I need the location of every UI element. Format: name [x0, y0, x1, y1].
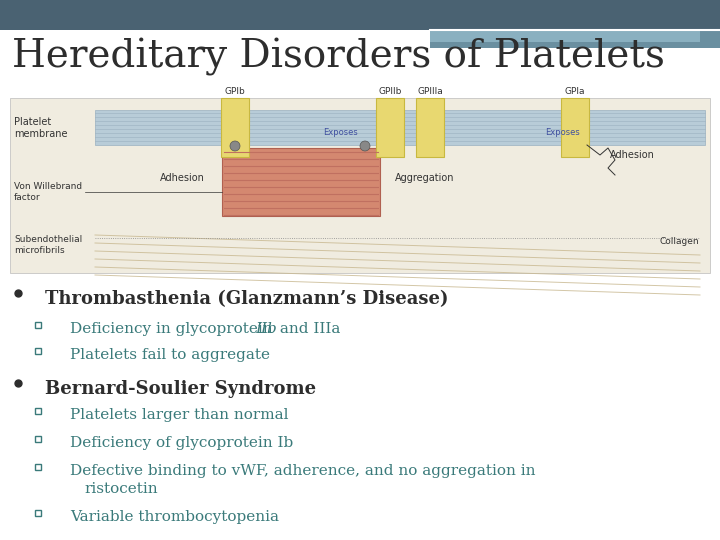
- Text: and IIIa: and IIIa: [275, 322, 341, 336]
- Bar: [430, 30, 700, 42]
- Text: GPIIb: GPIIb: [378, 87, 402, 96]
- Text: GPIa: GPIa: [564, 87, 585, 96]
- Text: Platelet
membrane: Platelet membrane: [14, 117, 68, 139]
- Bar: [10, 98, 710, 273]
- Text: Thrombasthenia (Glanzmann’s Disease): Thrombasthenia (Glanzmann’s Disease): [45, 290, 449, 308]
- Text: Hereditary Disorders of Platelets: Hereditary Disorders of Platelets: [12, 38, 665, 76]
- Text: GPIIIa: GPIIIa: [417, 87, 443, 96]
- Text: Subendothelial
microfibrils: Subendothelial microfibrils: [14, 235, 82, 255]
- Text: Exposes: Exposes: [545, 128, 580, 137]
- Text: Exposes: Exposes: [323, 128, 358, 137]
- Bar: [221, 98, 249, 157]
- Bar: [416, 98, 444, 157]
- Text: Von Willebrand
factor: Von Willebrand factor: [14, 183, 82, 202]
- Bar: [222, 148, 380, 216]
- Circle shape: [230, 141, 240, 151]
- Text: Bernard-Soulier Syndrome: Bernard-Soulier Syndrome: [45, 380, 316, 398]
- Text: Variable thrombocytopenia: Variable thrombocytopenia: [70, 510, 279, 524]
- Text: Deficiency in glycoprotein: Deficiency in glycoprotein: [70, 322, 277, 336]
- Text: ristocetin: ristocetin: [84, 482, 158, 496]
- Bar: [430, 30, 720, 48]
- Text: Platelets larger than normal: Platelets larger than normal: [70, 408, 289, 422]
- Text: Adhesion: Adhesion: [610, 150, 655, 160]
- Bar: [95, 110, 705, 145]
- Text: Collagen: Collagen: [660, 238, 700, 246]
- Text: Platelets fail to aggregate: Platelets fail to aggregate: [70, 348, 270, 362]
- Text: Deficiency of glycoprotein Ib: Deficiency of glycoprotein Ib: [70, 436, 293, 450]
- Circle shape: [360, 141, 370, 151]
- Text: GPIb: GPIb: [225, 87, 246, 96]
- Text: IIb: IIb: [255, 322, 276, 336]
- Bar: [376, 98, 404, 157]
- Text: Defective binding to vWF, adherence, and no aggregation in: Defective binding to vWF, adherence, and…: [70, 464, 536, 478]
- Text: Adhesion: Adhesion: [160, 173, 205, 183]
- Bar: [0, 0, 720, 30]
- Text: Aggregation: Aggregation: [395, 173, 454, 183]
- Bar: [561, 98, 589, 157]
